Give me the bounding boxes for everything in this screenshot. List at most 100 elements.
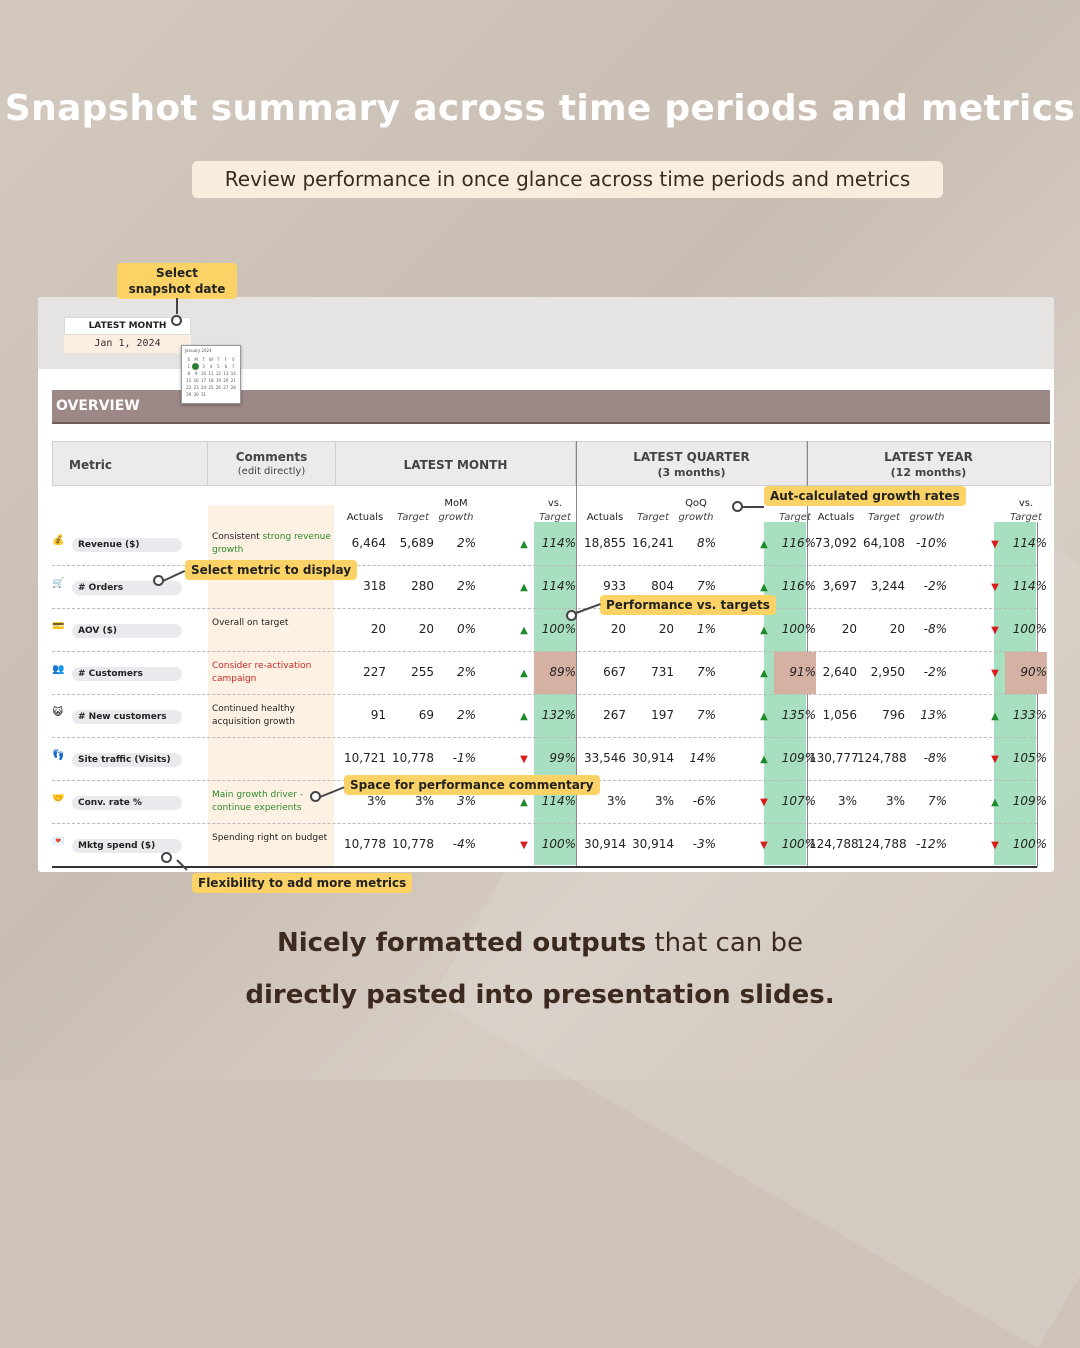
calendar-day[interactable]: 5 xyxy=(217,364,220,369)
calendar-weekday: S xyxy=(187,357,190,362)
calendar-day[interactable]: 9 xyxy=(194,371,198,376)
calendar-day[interactable]: 18 xyxy=(208,378,214,383)
actuals-value: 318 xyxy=(363,579,386,593)
comment-cell[interactable]: Overall on target xyxy=(212,617,332,630)
metric-selector[interactable]: Mktg spend ($) xyxy=(72,839,182,853)
calendar-day[interactable]: 20 xyxy=(223,378,229,383)
growth-value: -3% xyxy=(692,837,716,851)
table-row: 💳 AOV ($) Overall on target 20 20 0% ▲ 100% 20 20… xyxy=(52,609,1047,652)
subheader-vs-month: vs. xyxy=(547,498,563,509)
triangle-up-icon: ▲ xyxy=(760,582,768,593)
calendar-day[interactable]: 23 xyxy=(193,385,199,390)
metric-selector[interactable]: Revenue ($) xyxy=(72,538,182,552)
calendar-day[interactable]: 17 xyxy=(201,378,207,383)
target-value: 20 xyxy=(418,622,434,636)
actuals-value: 667 xyxy=(603,665,626,679)
callout-more-metrics: Flexibility to add more metrics xyxy=(192,873,413,893)
triangle-down-icon: ▼ xyxy=(991,840,999,851)
target-value: 69 xyxy=(418,708,434,722)
comment-highlight: strong revenue growth xyxy=(212,532,331,555)
callout-growth-dot xyxy=(732,501,743,512)
comment-cell[interactable]: Continued healthy acquisition growth xyxy=(212,703,332,729)
calendar-day[interactable]: 12 xyxy=(215,371,221,376)
target-value: 20 xyxy=(889,622,905,636)
callout-metric-dot xyxy=(153,575,164,586)
growth-value: 7% xyxy=(696,708,716,722)
calendar-day[interactable]: 24 xyxy=(201,385,207,390)
calendar-day[interactable]: 28 xyxy=(230,385,236,390)
actuals-value: 3% xyxy=(837,794,857,808)
calendar-day[interactable]: 6 xyxy=(224,364,228,369)
table-row: 👥 # Customers Consider re-activation campa… xyxy=(52,652,1047,695)
metric-selector[interactable]: # Customers xyxy=(72,667,182,681)
growth-value: 13% xyxy=(920,708,947,722)
metric-selector[interactable]: Conv. rate % xyxy=(72,796,182,810)
metric-selector[interactable]: # New customers xyxy=(72,710,182,724)
snapshot-date-control[interactable]: LATEST MONTH Jan 1, 2024 xyxy=(64,317,191,353)
subheader-target-year: Target xyxy=(868,512,900,523)
target-value: 5,689 xyxy=(399,536,434,550)
calendar-day[interactable]: 16 xyxy=(193,378,199,383)
comment-text: Spending right on budget xyxy=(212,833,328,843)
calendar-day[interactable]: 31 xyxy=(201,392,207,397)
calendar-day[interactable]: 30 xyxy=(193,392,199,397)
below-target-cell xyxy=(534,652,576,694)
target-value: 16,241 xyxy=(632,536,674,550)
calendar-day[interactable]: 13 xyxy=(223,371,229,376)
triangle-up-icon: ▲ xyxy=(760,668,768,679)
growth-value: 3% xyxy=(456,794,476,808)
calendar-day[interactable]: 25 xyxy=(208,385,214,390)
header-metric: Metric xyxy=(52,441,208,486)
calendar-day[interactable]: 19 xyxy=(215,378,221,383)
actuals-value: 91 xyxy=(370,708,386,722)
below-target-cell xyxy=(1005,652,1047,694)
below-target-cell xyxy=(774,652,816,694)
comment-cell[interactable]: Consistent strong revenue growth xyxy=(212,531,332,557)
calendar-day[interactable]: 22 xyxy=(186,385,192,390)
calendar-day[interactable]: 11 xyxy=(208,371,214,376)
calendar-selected-day[interactable] xyxy=(192,363,199,370)
date-picker-calendar[interactable]: January 2024 SMTWTFS12345678910111213141… xyxy=(181,345,241,404)
calendar-day[interactable]: 21 xyxy=(230,378,236,383)
target-value: 10,778 xyxy=(392,751,434,765)
calendar-day[interactable]: 15 xyxy=(186,378,192,383)
actuals-value: 20 xyxy=(610,622,626,636)
actuals-value: 933 xyxy=(603,579,626,593)
vs-target-value: 99% xyxy=(549,751,576,765)
comment-cell[interactable]: Main growth driver - continue experients xyxy=(212,789,332,815)
callout-snapshot-dot xyxy=(171,315,182,326)
subheader-growth-quarter: growth xyxy=(678,512,714,523)
calendar-day[interactable]: 10 xyxy=(201,371,207,376)
page-subtitle: Review performance in once glance across… xyxy=(192,161,943,198)
header-latest-year-label: LATEST YEAR xyxy=(884,450,973,464)
actuals-value: 30,914 xyxy=(584,837,626,851)
metric-selector[interactable]: # Orders xyxy=(72,581,182,595)
subheader-target-month: Target xyxy=(397,512,429,523)
actuals-value: 10,778 xyxy=(344,837,386,851)
actuals-value: 3,697 xyxy=(822,579,857,593)
calendar-day[interactable]: 8 xyxy=(187,371,190,376)
calendar-month-label: January 2024 xyxy=(185,348,212,353)
comment-cell[interactable]: Consider re-activation campaign xyxy=(212,660,332,686)
vs-target-value: 107% xyxy=(781,794,816,808)
metric-selector[interactable]: Site traffic (Visits) xyxy=(72,753,182,767)
actuals-value: 33,546 xyxy=(584,751,626,765)
actuals-value: 267 xyxy=(603,708,626,722)
target-value: 3% xyxy=(414,794,434,808)
calendar-day[interactable]: 29 xyxy=(186,392,192,397)
actuals-value: 20 xyxy=(370,622,386,636)
calendar-day[interactable]: 3 xyxy=(202,364,205,369)
comment-text: Overall on target xyxy=(212,618,289,628)
calendar-day[interactable]: 14 xyxy=(230,371,236,376)
comment-cell[interactable]: Spending right on budget xyxy=(212,832,332,845)
triangle-up-icon: ▲ xyxy=(520,711,528,722)
calendar-day[interactable]: 4 xyxy=(209,364,213,369)
calendar-day[interactable]: 7 xyxy=(232,364,235,369)
metric-selector[interactable]: AOV ($) xyxy=(72,624,182,638)
calendar-day[interactable]: 27 xyxy=(223,385,229,390)
vs-target-value: 135% xyxy=(781,708,816,722)
calendar-day[interactable]: 26 xyxy=(215,385,221,390)
subheader-actuals-month: Actuals xyxy=(346,512,384,523)
snapshot-date-value[interactable]: Jan 1, 2024 xyxy=(64,335,191,353)
calendar-day[interactable]: 1 xyxy=(187,364,190,369)
